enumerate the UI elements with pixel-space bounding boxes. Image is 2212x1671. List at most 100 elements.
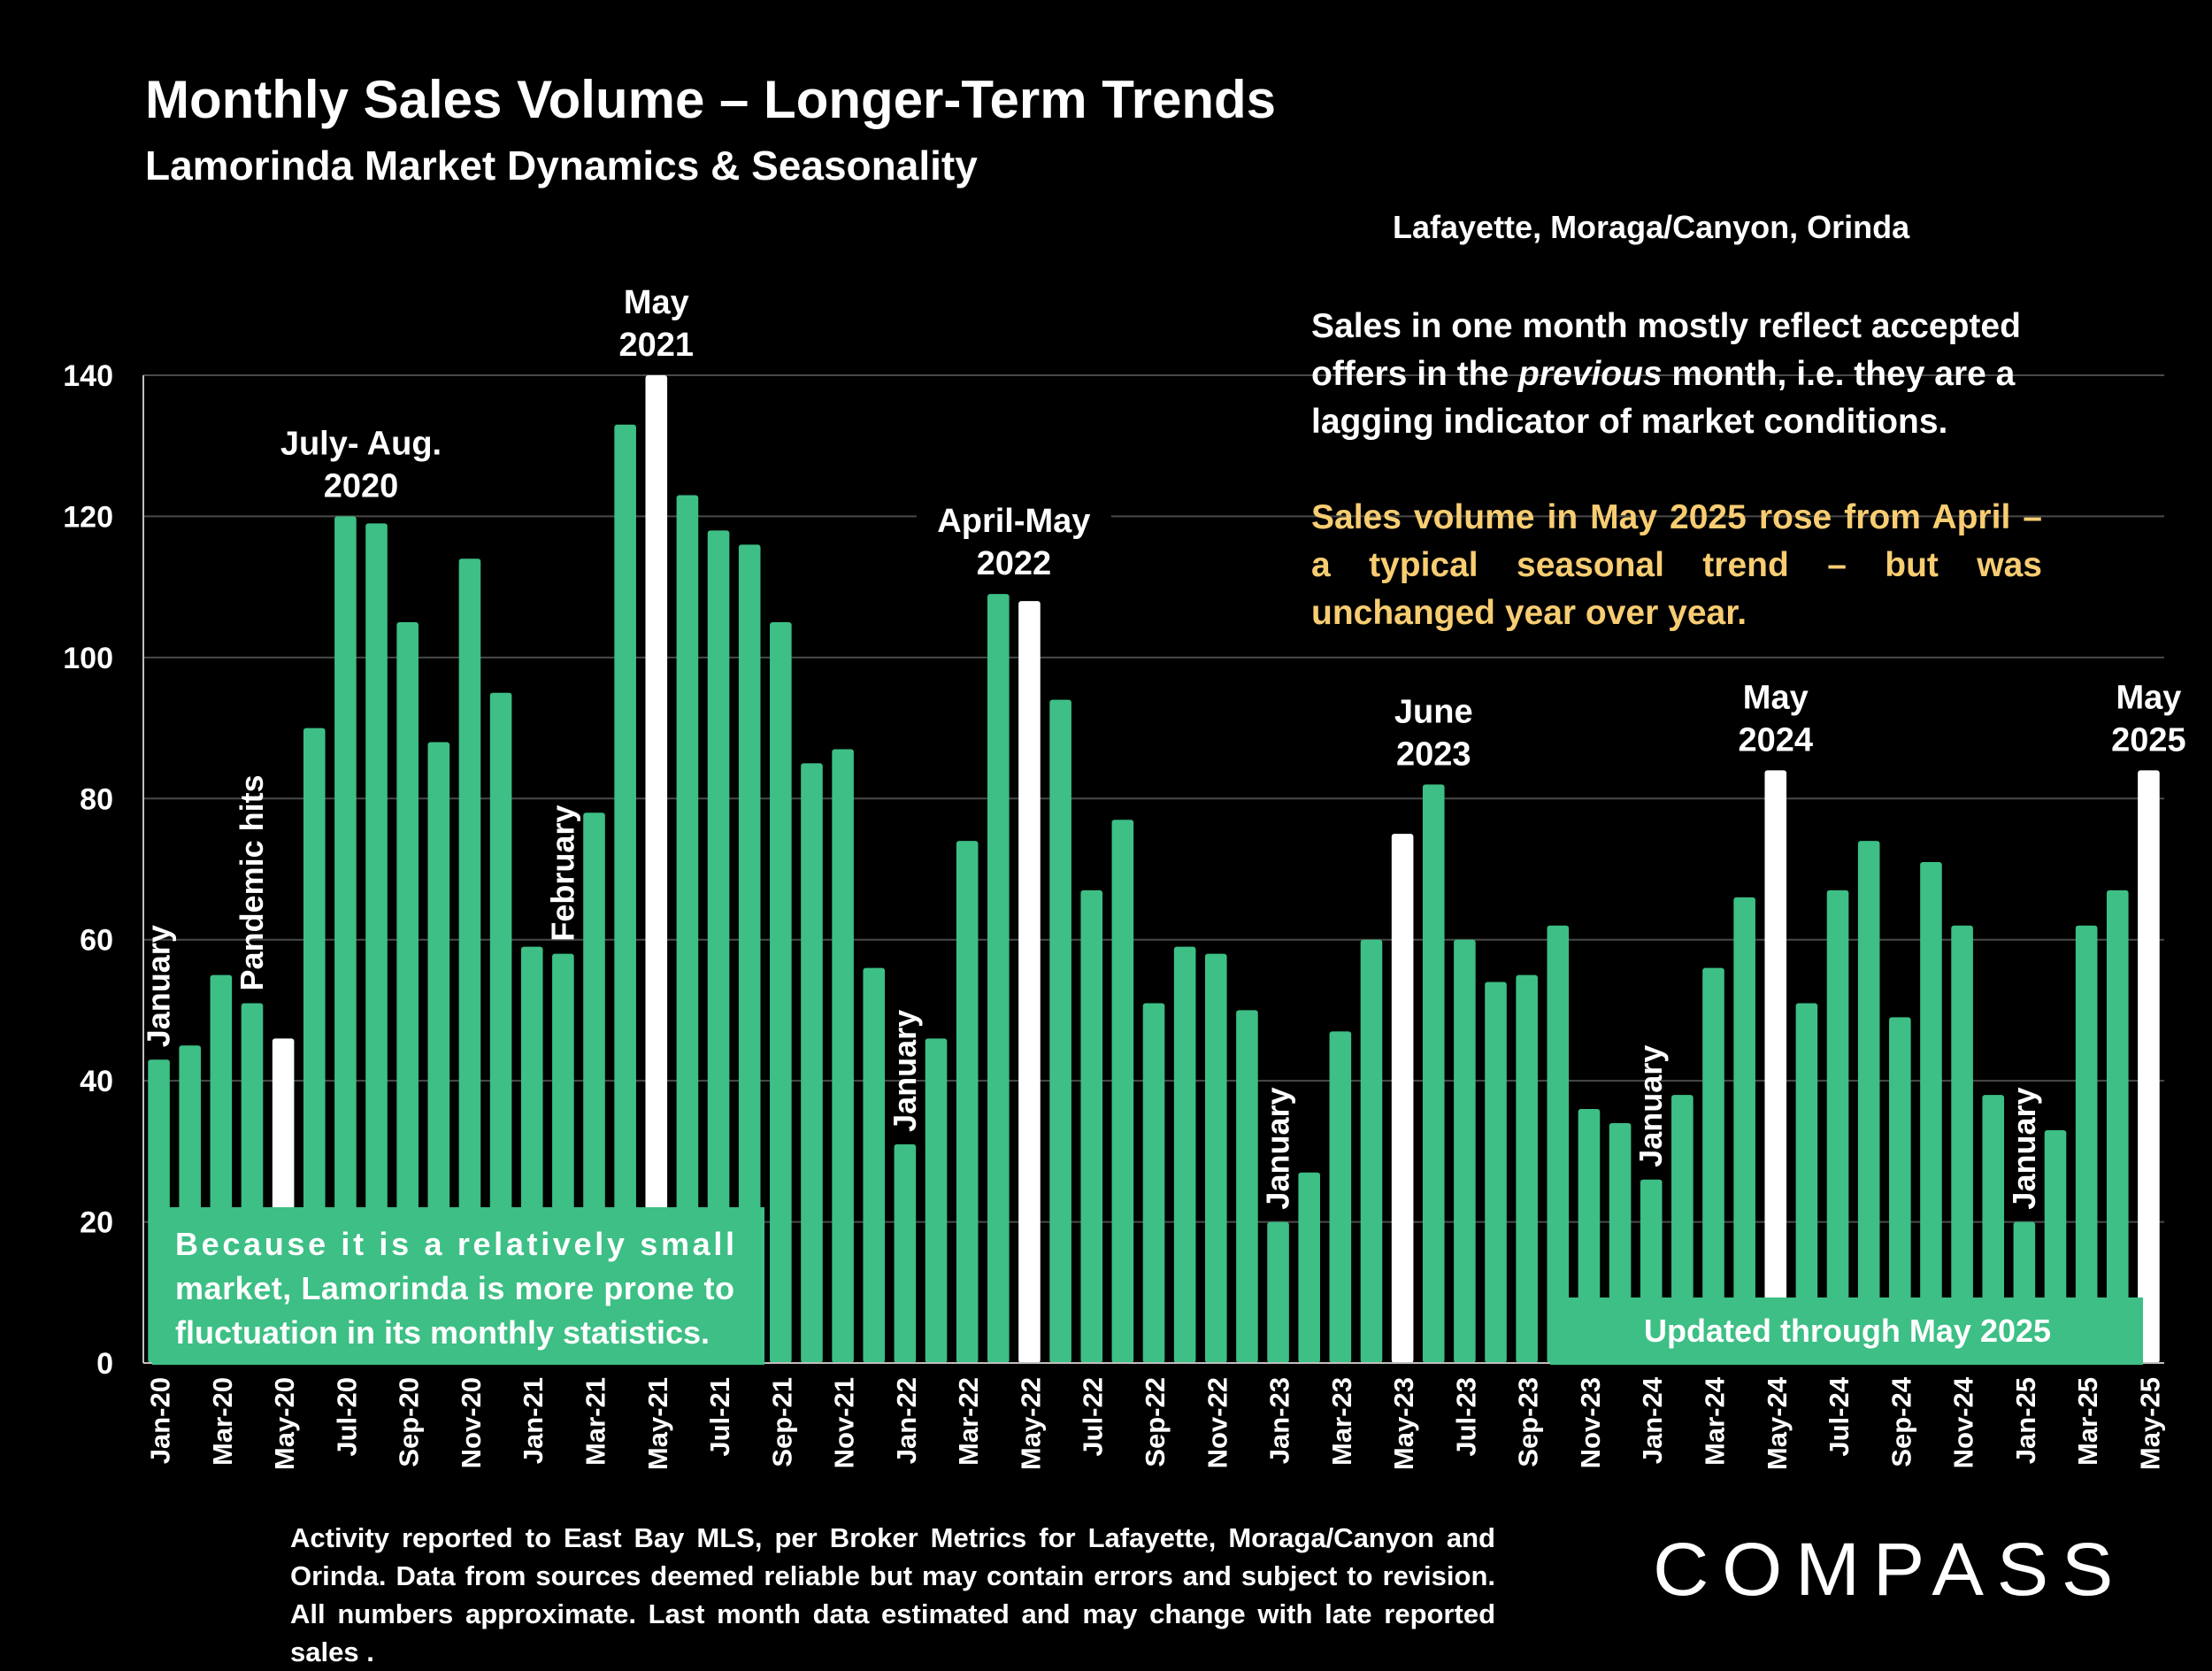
y-tick-label: 140: [63, 359, 113, 393]
x-tick-label: May-21: [642, 1377, 673, 1470]
annotation-line: May: [624, 284, 689, 321]
annotation-bg: [558, 322, 754, 365]
annotation-line: 2025: [2111, 721, 2186, 758]
bar-Jun-20: [303, 728, 326, 1363]
lagging-note-emphasis: previous: [1518, 355, 1663, 393]
seasonal-note-line-2: a typical seasonal trend – but was: [1311, 546, 2042, 584]
x-tick-label: Jul-23: [1450, 1377, 1481, 1457]
bar-Sep-22: [1142, 1003, 1165, 1363]
bar-Oct-23: [1547, 925, 1570, 1363]
x-tick-label: Jan-23: [1264, 1377, 1295, 1464]
bar-Sep-23: [1516, 974, 1538, 1363]
bar-Apr-23: [1360, 939, 1383, 1363]
bar-Dec-21: [863, 967, 886, 1363]
annotation-bg: [263, 463, 458, 506]
bar-Dec-24: [1982, 1095, 2005, 1363]
bar-Feb-22: [925, 1038, 948, 1363]
annotation-bg: [263, 420, 458, 464]
annotation-line: May: [2116, 679, 2181, 716]
note-boxes: Because it is a relatively smallmarket, …: [152, 1207, 2143, 1365]
bar-May-25: [2138, 770, 2160, 1363]
x-tick-label: Mar-25: [2072, 1377, 2103, 1466]
bar-Jul-21: [707, 530, 730, 1363]
bar-Nov-22: [1204, 953, 1227, 1363]
bar-Jun-24: [1795, 1003, 1818, 1363]
x-tick-label: Sep-24: [1886, 1376, 1916, 1467]
annotations: January Pandemic hits February January Janua…: [141, 280, 2212, 1210]
x-tick-label: Jul-21: [704, 1377, 735, 1457]
seasonal-note-line-1: Sales volume in May 2025 rose from April…: [1311, 498, 2042, 536]
x-tick-label: Nov-22: [1202, 1377, 1233, 1468]
bar-Sep-24: [1889, 1017, 1911, 1363]
bar-Aug-22: [1111, 820, 1134, 1363]
x-tick-label: Sep-23: [1513, 1377, 1544, 1467]
x-tick-label: Sep-21: [766, 1377, 797, 1467]
y-tick-label: 120: [63, 500, 113, 534]
bar-Jul-23: [1454, 939, 1476, 1363]
y-tick-label: 60: [80, 924, 113, 958]
annotation-line: 2020: [324, 467, 399, 504]
bar-Dec-22: [1236, 1010, 1258, 1363]
y-axis: 0 20 40 60 80 100 120 140: [63, 359, 144, 1381]
x-tick-label: Jan-22: [891, 1377, 922, 1464]
bar-May-21: [645, 375, 668, 1363]
x-tick-label: Nov-24: [1948, 1376, 1979, 1468]
chart-title: Monthly Sales Volume – Longer-Term Trend…: [145, 70, 1277, 129]
annotation-pandemic-hits: Pandemic hits: [234, 774, 270, 990]
bar-Apr-21: [614, 424, 636, 1363]
bar-Jan-22: [894, 1144, 917, 1363]
bar-Mar-22: [956, 841, 979, 1363]
y-tick-label: 80: [80, 782, 113, 816]
bar-Aug-24: [1857, 841, 1880, 1363]
x-tick-label: Nov-20: [456, 1377, 487, 1468]
bar-Jul-24: [1826, 889, 1849, 1363]
annotation-bg: [1336, 689, 1532, 732]
x-tick-label: Jul-22: [1078, 1377, 1109, 1457]
bar-Nov-20: [458, 558, 481, 1363]
bar-Jun-21: [676, 495, 699, 1363]
annotation-line: 2022: [977, 545, 1052, 582]
x-tick-label: Sep-20: [394, 1377, 425, 1467]
annotation-february: February: [544, 805, 580, 942]
annotation-bg: [2051, 717, 2212, 760]
bar-Feb-24: [1671, 1095, 1694, 1363]
updated-label: Updated through May 2025: [1644, 1313, 2051, 1349]
x-axis: Jan-20 Mar-20 May-20 Jul-20 Sep-20 Nov-20 Jan-…: [143, 1362, 2165, 1470]
x-tick-label: Mar-21: [580, 1377, 611, 1466]
bar-May-23: [1391, 834, 1414, 1363]
x-tick-label: Mar-24: [1699, 1376, 1730, 1466]
annotation-bg: [2051, 674, 2212, 718]
seasonal-trend-note: Sales volume in May 2025 rose from April…: [1311, 494, 2042, 637]
bar-Mar-23: [1329, 1031, 1352, 1363]
x-tick-label: Nov-21: [829, 1377, 860, 1468]
bar-Jul-20: [334, 516, 357, 1363]
x-tick-label: May-20: [269, 1377, 300, 1470]
small-market-box: [152, 1207, 764, 1365]
annotation-bg: [1678, 674, 1873, 718]
x-tick-label: Mar-22: [953, 1377, 984, 1466]
annotation-bg: [916, 541, 1111, 584]
footer-disclaimer: Activity reported to East Bay MLS, per B…: [290, 1522, 1495, 1667]
region-label: Lafayette, Moraga/Canyon, Orinda: [1393, 209, 1910, 245]
bar-Jun-22: [1049, 699, 1071, 1363]
bar-Oct-24: [1920, 862, 1942, 1363]
bar-Oct-22: [1173, 946, 1196, 1363]
bar-Nov-24: [1951, 925, 1973, 1363]
annotation-january: January: [1260, 1087, 1296, 1209]
y-tick-label: 40: [80, 1065, 113, 1098]
x-tick-label: Jan-21: [518, 1377, 549, 1464]
bar-Jun-23: [1422, 784, 1445, 1363]
lagging-note-part-1: Sales in one month mostly reflect accept…: [1311, 307, 2021, 393]
bar-Mar-24: [1702, 967, 1724, 1363]
bar-Jan-23: [1267, 1221, 1289, 1363]
y-tick-label: 20: [80, 1206, 113, 1240]
bar-Apr-24: [1733, 897, 1755, 1363]
bar-May-24: [1764, 770, 1787, 1363]
lagging-note-part-3: month, i.e. they are a lagging indicator…: [1311, 355, 2016, 441]
x-tick-label: Mar-23: [1326, 1377, 1357, 1466]
bar-Nov-21: [832, 749, 854, 1363]
annotation-bg: [916, 498, 1111, 542]
bar-Feb-23: [1298, 1172, 1320, 1363]
bar-Sep-21: [770, 622, 792, 1363]
